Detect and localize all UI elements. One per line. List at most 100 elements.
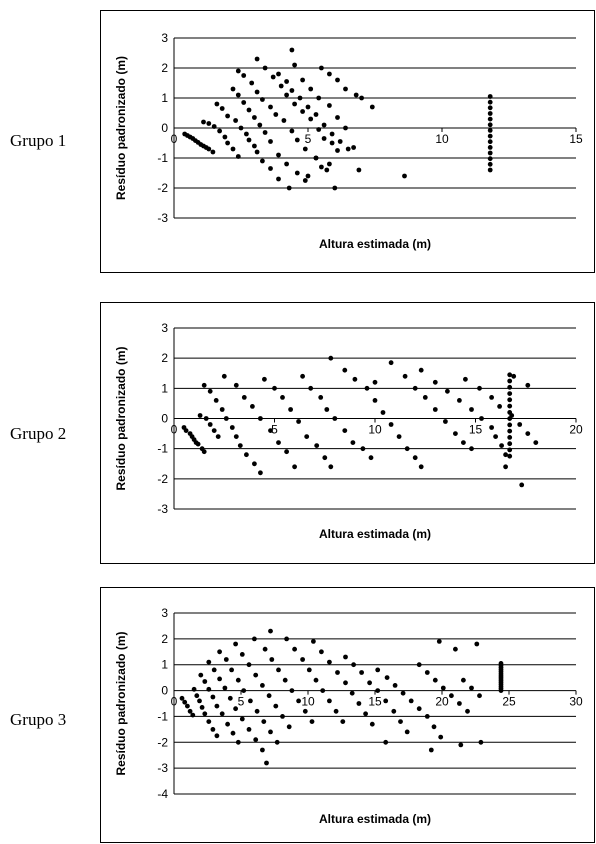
data-point-75 xyxy=(445,388,450,394)
data-point-15 xyxy=(207,388,213,394)
cluster-point-9 xyxy=(487,116,493,122)
data-point-90 xyxy=(384,675,390,680)
data-point-104 xyxy=(465,708,470,714)
data-point-58 xyxy=(388,422,394,427)
data-point-111 xyxy=(478,739,484,745)
data-point-13 xyxy=(215,434,221,439)
data-point-100 xyxy=(286,185,292,191)
y-tick-label-0: 3 xyxy=(161,31,168,45)
data-point-76 xyxy=(349,690,355,696)
data-point-29 xyxy=(258,416,263,421)
data-point-59 xyxy=(302,708,308,714)
data-point-78 xyxy=(479,416,484,421)
data-point-38 xyxy=(296,419,301,424)
data-point-98 xyxy=(416,662,422,668)
data-point-96 xyxy=(431,724,437,730)
data-point-61 xyxy=(268,628,273,634)
data-point-9 xyxy=(197,413,203,418)
data-point-86 xyxy=(391,708,397,714)
data-point-71 xyxy=(311,639,316,644)
data-point-65 xyxy=(316,127,322,132)
data-point-14 xyxy=(202,679,208,684)
data-point-58 xyxy=(262,65,268,71)
y-tick-label-1: 2 xyxy=(161,351,168,365)
data-point-100 xyxy=(432,677,438,683)
data-point-93 xyxy=(511,373,517,379)
data-point-37 xyxy=(241,688,247,693)
data-point-16 xyxy=(225,140,230,146)
data-point-9 xyxy=(206,146,212,152)
data-point-45 xyxy=(318,395,324,400)
data-point-35 xyxy=(229,667,235,673)
data-point-8 xyxy=(201,449,207,455)
cluster-point-9 xyxy=(507,397,513,403)
data-point-72 xyxy=(469,446,474,452)
group-label-2: Grupo 2 xyxy=(10,424,67,443)
data-point-44 xyxy=(239,652,245,657)
data-point-91 xyxy=(519,482,525,488)
data-point-112 xyxy=(428,747,434,753)
data-point-21 xyxy=(225,113,230,119)
x-tick-label-0: 0 xyxy=(171,132,178,146)
y-tick-label-7: -4 xyxy=(157,787,168,801)
data-point-73 xyxy=(418,367,424,373)
data-point-20 xyxy=(219,106,225,111)
data-point-24 xyxy=(217,676,222,682)
data-point-85 xyxy=(489,395,494,400)
data-point-67 xyxy=(320,688,326,693)
data-point-5 xyxy=(191,686,197,692)
data-point-11 xyxy=(207,422,213,427)
data-point-102 xyxy=(449,693,454,699)
y-tick-label-0: 3 xyxy=(161,606,168,620)
data-point-86 xyxy=(335,115,340,120)
data-point-94 xyxy=(369,104,375,110)
chart-panel-1: 3 2 1 0 -1 -2 -3 0 5 10 15 Altura estimada (m) Resíd… xyxy=(100,10,595,273)
data-point-68 xyxy=(432,407,438,412)
y-tick-label-5: -2 xyxy=(157,472,168,486)
data-point-24 xyxy=(258,470,263,476)
data-point-59 xyxy=(396,434,402,439)
data-point-88 xyxy=(517,422,523,427)
data-point-72 xyxy=(319,649,324,655)
data-point-106 xyxy=(453,646,458,652)
data-point-107 xyxy=(461,677,466,683)
y-tick-label-3: 0 xyxy=(161,121,168,135)
x-tick-label-4: 20 xyxy=(569,423,583,437)
data-point-50 xyxy=(280,714,285,719)
chart-panel-3: 3 2 1 0 -1 -2 -3 -4 0 5 10 15 20 25 30 Altura estimada … xyxy=(100,587,595,843)
data-point-51 xyxy=(289,128,295,134)
y-axis-title: Resíduo padronizado (m) xyxy=(114,631,128,775)
data-point-82 xyxy=(359,670,364,675)
data-point-22 xyxy=(206,659,212,665)
data-point-33 xyxy=(241,100,247,105)
data-point-78 xyxy=(345,146,351,152)
cluster-point-11 xyxy=(507,384,513,390)
data-point-9 xyxy=(202,711,208,717)
y-tick-label-6: -3 xyxy=(157,211,168,225)
x-tick-label-6: 30 xyxy=(569,695,583,709)
x-tick-label-3: 15 xyxy=(469,423,483,437)
y-axis-title: Resíduo padronizado (m) xyxy=(114,346,128,490)
y-tick-label-4: -1 xyxy=(157,709,168,723)
cluster-point-10 xyxy=(487,111,493,116)
data-point-36 xyxy=(257,122,263,128)
data-point-64 xyxy=(388,360,394,366)
data-point-89 xyxy=(525,431,531,436)
y-tick-label-5: -2 xyxy=(157,735,168,749)
data-point-55 xyxy=(364,385,370,391)
data-point-23 xyxy=(238,125,244,131)
data-point-105 xyxy=(436,639,442,644)
data-point-46 xyxy=(254,89,260,95)
cluster-point-10 xyxy=(507,391,513,396)
data-point-27 xyxy=(233,706,239,712)
data-point-40 xyxy=(261,719,267,724)
data-point-101 xyxy=(440,685,446,691)
y-tick-label-2: 1 xyxy=(161,381,168,395)
data-point-42 xyxy=(274,739,280,745)
data-point-29 xyxy=(268,166,273,171)
data-point-37 xyxy=(262,130,268,135)
data-point-49 xyxy=(273,703,279,709)
data-point-64 xyxy=(300,657,305,662)
data-point-14 xyxy=(217,128,222,134)
